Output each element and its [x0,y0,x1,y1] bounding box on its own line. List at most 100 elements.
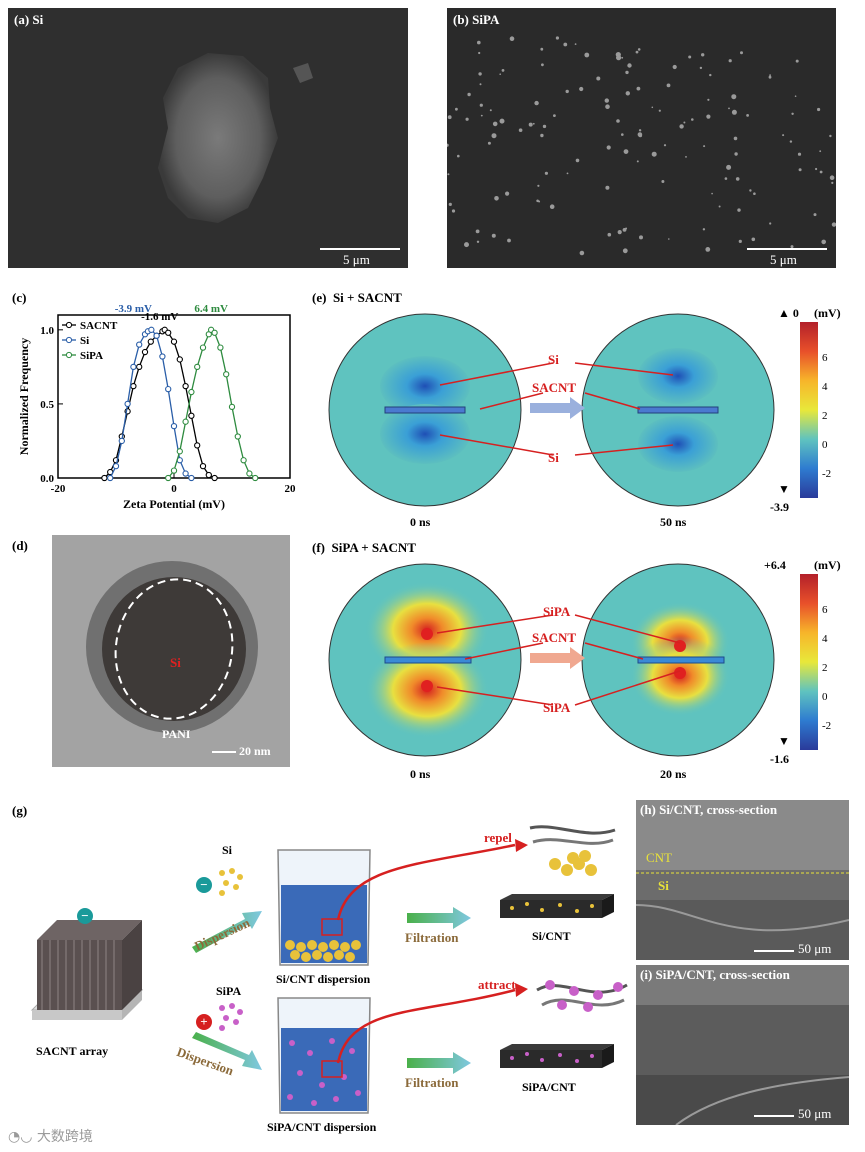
particle [607,232,612,237]
zeta-potential-chart: -20 0 20 0.0 0.5 1.0 Zeta Potential (mV) Normal… [17,305,297,511]
data-point [228,403,236,411]
particle [638,129,642,132]
data-point [136,341,143,348]
tag-sipa-top: SiPA [543,604,571,619]
particle [636,86,641,91]
particle [622,248,628,254]
particle [625,227,628,230]
legend-label: SACNT [80,320,118,332]
particle [479,103,483,107]
particle [491,133,497,139]
particle [499,118,505,124]
data-point [188,474,195,482]
particle [703,145,706,148]
particle [537,184,540,187]
sipa-particle-image [52,535,290,767]
particle [731,94,737,100]
particle [536,199,539,203]
colorbar-f-top: +6.4 [764,558,786,572]
tag-si-bottom: Si [548,450,559,465]
data-point [223,371,230,378]
tick: 2 [822,410,828,422]
particle [509,36,515,41]
particle [709,73,712,77]
particle [623,149,629,155]
panel-a-label: (a) Si [14,12,44,27]
time-label-right: 50 ns [660,515,687,529]
colorbar-e-top: ▲ 0 [778,306,799,320]
particle [542,124,547,129]
tick: 6 [822,352,828,364]
particle [489,109,492,112]
filtration-label: Filtration [405,930,459,945]
particle [464,242,469,248]
zoom-arrows [336,839,528,1064]
data-point [124,400,131,408]
data-point [199,344,207,351]
peak-label: 6.4 mV [194,305,228,315]
data-point [194,363,201,371]
scale-bar-label: 5 μm [770,252,797,267]
particle [544,171,548,175]
sacnt-array-illustration [30,920,144,1020]
attract-label: attract [478,977,516,992]
data-point [170,467,178,474]
panel-g-label: (g) [12,803,28,818]
particle [819,150,822,153]
colorbar-f-bottom-value: -1.6 [770,752,789,766]
series-line-sipa [167,328,256,479]
particle [733,136,738,141]
particle [701,53,705,57]
particle [705,247,711,252]
particle [735,177,740,181]
particle [679,124,684,129]
data-point [148,326,155,333]
colorbar-e-unit: (mV) [814,306,841,320]
tick: -2 [822,720,832,732]
particle [666,83,671,88]
particle [579,250,585,256]
sipa-particles-image [447,8,836,268]
particle [711,192,713,195]
time-label-right: 20 ns [660,767,687,781]
time-label-left: 0 ns [410,767,431,781]
dispersion-arrow-icon [192,1032,262,1070]
data-point [234,433,241,440]
panel-d-label: (d) [12,538,28,553]
particle [639,235,643,240]
field-sim-si-50ns [581,313,775,507]
particle [528,122,533,127]
colorbar-e-bottom-value: -3.9 [770,500,789,514]
particle [491,233,496,238]
data-point [217,344,224,351]
scale-bar [754,1115,794,1117]
data-point [211,474,218,482]
colorbar-f [800,574,818,750]
data-point [159,353,166,360]
particle [479,83,482,86]
y-tick-label: 0.5 [40,399,54,411]
sipa-cnt-label: SiPA/CNT [522,1080,576,1094]
particle [480,114,483,117]
x-tick-label: 20 [285,483,297,495]
particle [541,63,544,67]
x-tick-label: 0 [171,483,177,495]
panel-i-label: (i) SiPA/CNT, cross-section [640,967,790,982]
tag-sacnt: SACNT [532,380,577,395]
particle [769,74,771,76]
scale-bar-label: 50 μm [798,1106,832,1121]
data-point [182,418,189,425]
data-point [240,457,247,464]
scale-bar [320,248,400,250]
sipa-dispersion-label: SiPA/CNT dispersion [267,1120,377,1134]
data-point [188,412,195,419]
particle [615,52,621,58]
particle [637,48,641,51]
particle [724,177,728,180]
series-line-si [109,329,192,479]
field-sim-arrows-f [436,614,681,706]
particle [596,76,601,81]
legend-marker [65,321,73,329]
minus-charge-icon: − [77,908,93,924]
data-point [182,470,189,477]
